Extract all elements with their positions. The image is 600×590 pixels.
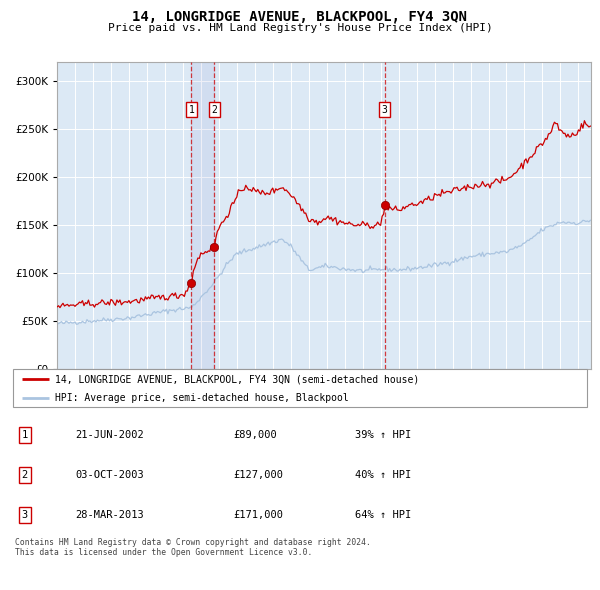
Text: £89,000: £89,000 <box>234 430 278 440</box>
Text: 03-OCT-2003: 03-OCT-2003 <box>76 470 144 480</box>
Text: 40% ↑ HPI: 40% ↑ HPI <box>355 470 411 480</box>
Text: 2: 2 <box>22 470 28 480</box>
Text: 2: 2 <box>211 104 217 114</box>
Text: 1: 1 <box>22 430 28 440</box>
Text: 64% ↑ HPI: 64% ↑ HPI <box>355 510 411 520</box>
Bar <box>191 62 214 369</box>
FancyBboxPatch shape <box>13 369 587 408</box>
Text: 21-JUN-2002: 21-JUN-2002 <box>76 430 144 440</box>
Text: 3: 3 <box>22 510 28 520</box>
Text: 39% ↑ HPI: 39% ↑ HPI <box>355 430 411 440</box>
Text: 28-MAR-2013: 28-MAR-2013 <box>76 510 144 520</box>
Text: HPI: Average price, semi-detached house, Blackpool: HPI: Average price, semi-detached house,… <box>55 393 349 403</box>
Text: £127,000: £127,000 <box>234 470 284 480</box>
Text: 14, LONGRIDGE AVENUE, BLACKPOOL, FY4 3QN: 14, LONGRIDGE AVENUE, BLACKPOOL, FY4 3QN <box>133 10 467 24</box>
Text: Contains HM Land Registry data © Crown copyright and database right 2024.
This d: Contains HM Land Registry data © Crown c… <box>15 538 371 558</box>
Text: Price paid vs. HM Land Registry's House Price Index (HPI): Price paid vs. HM Land Registry's House … <box>107 23 493 33</box>
Text: 14, LONGRIDGE AVENUE, BLACKPOOL, FY4 3QN (semi-detached house): 14, LONGRIDGE AVENUE, BLACKPOOL, FY4 3QN… <box>55 375 419 385</box>
Text: 3: 3 <box>382 104 388 114</box>
Text: 1: 1 <box>188 104 194 114</box>
Text: £171,000: £171,000 <box>234 510 284 520</box>
